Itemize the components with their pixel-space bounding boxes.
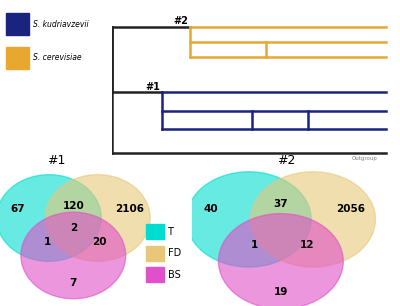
Text: #2: #2 — [277, 154, 296, 167]
Text: BS: BS — [168, 270, 180, 280]
Circle shape — [251, 172, 376, 267]
Text: 19: 19 — [274, 286, 288, 297]
Text: S. cerevisiae: S. cerevisiae — [33, 53, 82, 62]
Bar — [146, 224, 164, 239]
Bar — [6, 47, 29, 69]
Circle shape — [0, 175, 101, 261]
Text: #1: #1 — [146, 82, 160, 92]
Circle shape — [218, 214, 343, 306]
Text: 2: 2 — [70, 223, 77, 233]
Circle shape — [186, 172, 311, 267]
Circle shape — [21, 212, 126, 299]
Text: 67: 67 — [10, 204, 25, 214]
Text: 120: 120 — [62, 201, 84, 211]
Text: 7: 7 — [70, 278, 77, 288]
Text: S. kudriavzevii: S. kudriavzevii — [33, 20, 89, 29]
Text: T: T — [168, 227, 173, 237]
Text: 12: 12 — [300, 241, 314, 250]
Circle shape — [45, 175, 150, 261]
Text: 20: 20 — [92, 237, 107, 248]
Text: 2056: 2056 — [336, 204, 365, 214]
Text: #1: #1 — [47, 154, 65, 167]
Bar — [146, 246, 164, 261]
Text: 1: 1 — [251, 241, 258, 250]
Bar — [6, 13, 29, 35]
Text: 2106: 2106 — [115, 204, 144, 214]
Text: #2: #2 — [174, 16, 188, 26]
Text: 1: 1 — [44, 237, 51, 248]
Text: Outgroup: Outgroup — [352, 156, 378, 161]
Text: 37: 37 — [274, 199, 288, 208]
Text: FD: FD — [168, 248, 181, 258]
Bar — [146, 267, 164, 282]
Text: 40: 40 — [204, 204, 218, 214]
